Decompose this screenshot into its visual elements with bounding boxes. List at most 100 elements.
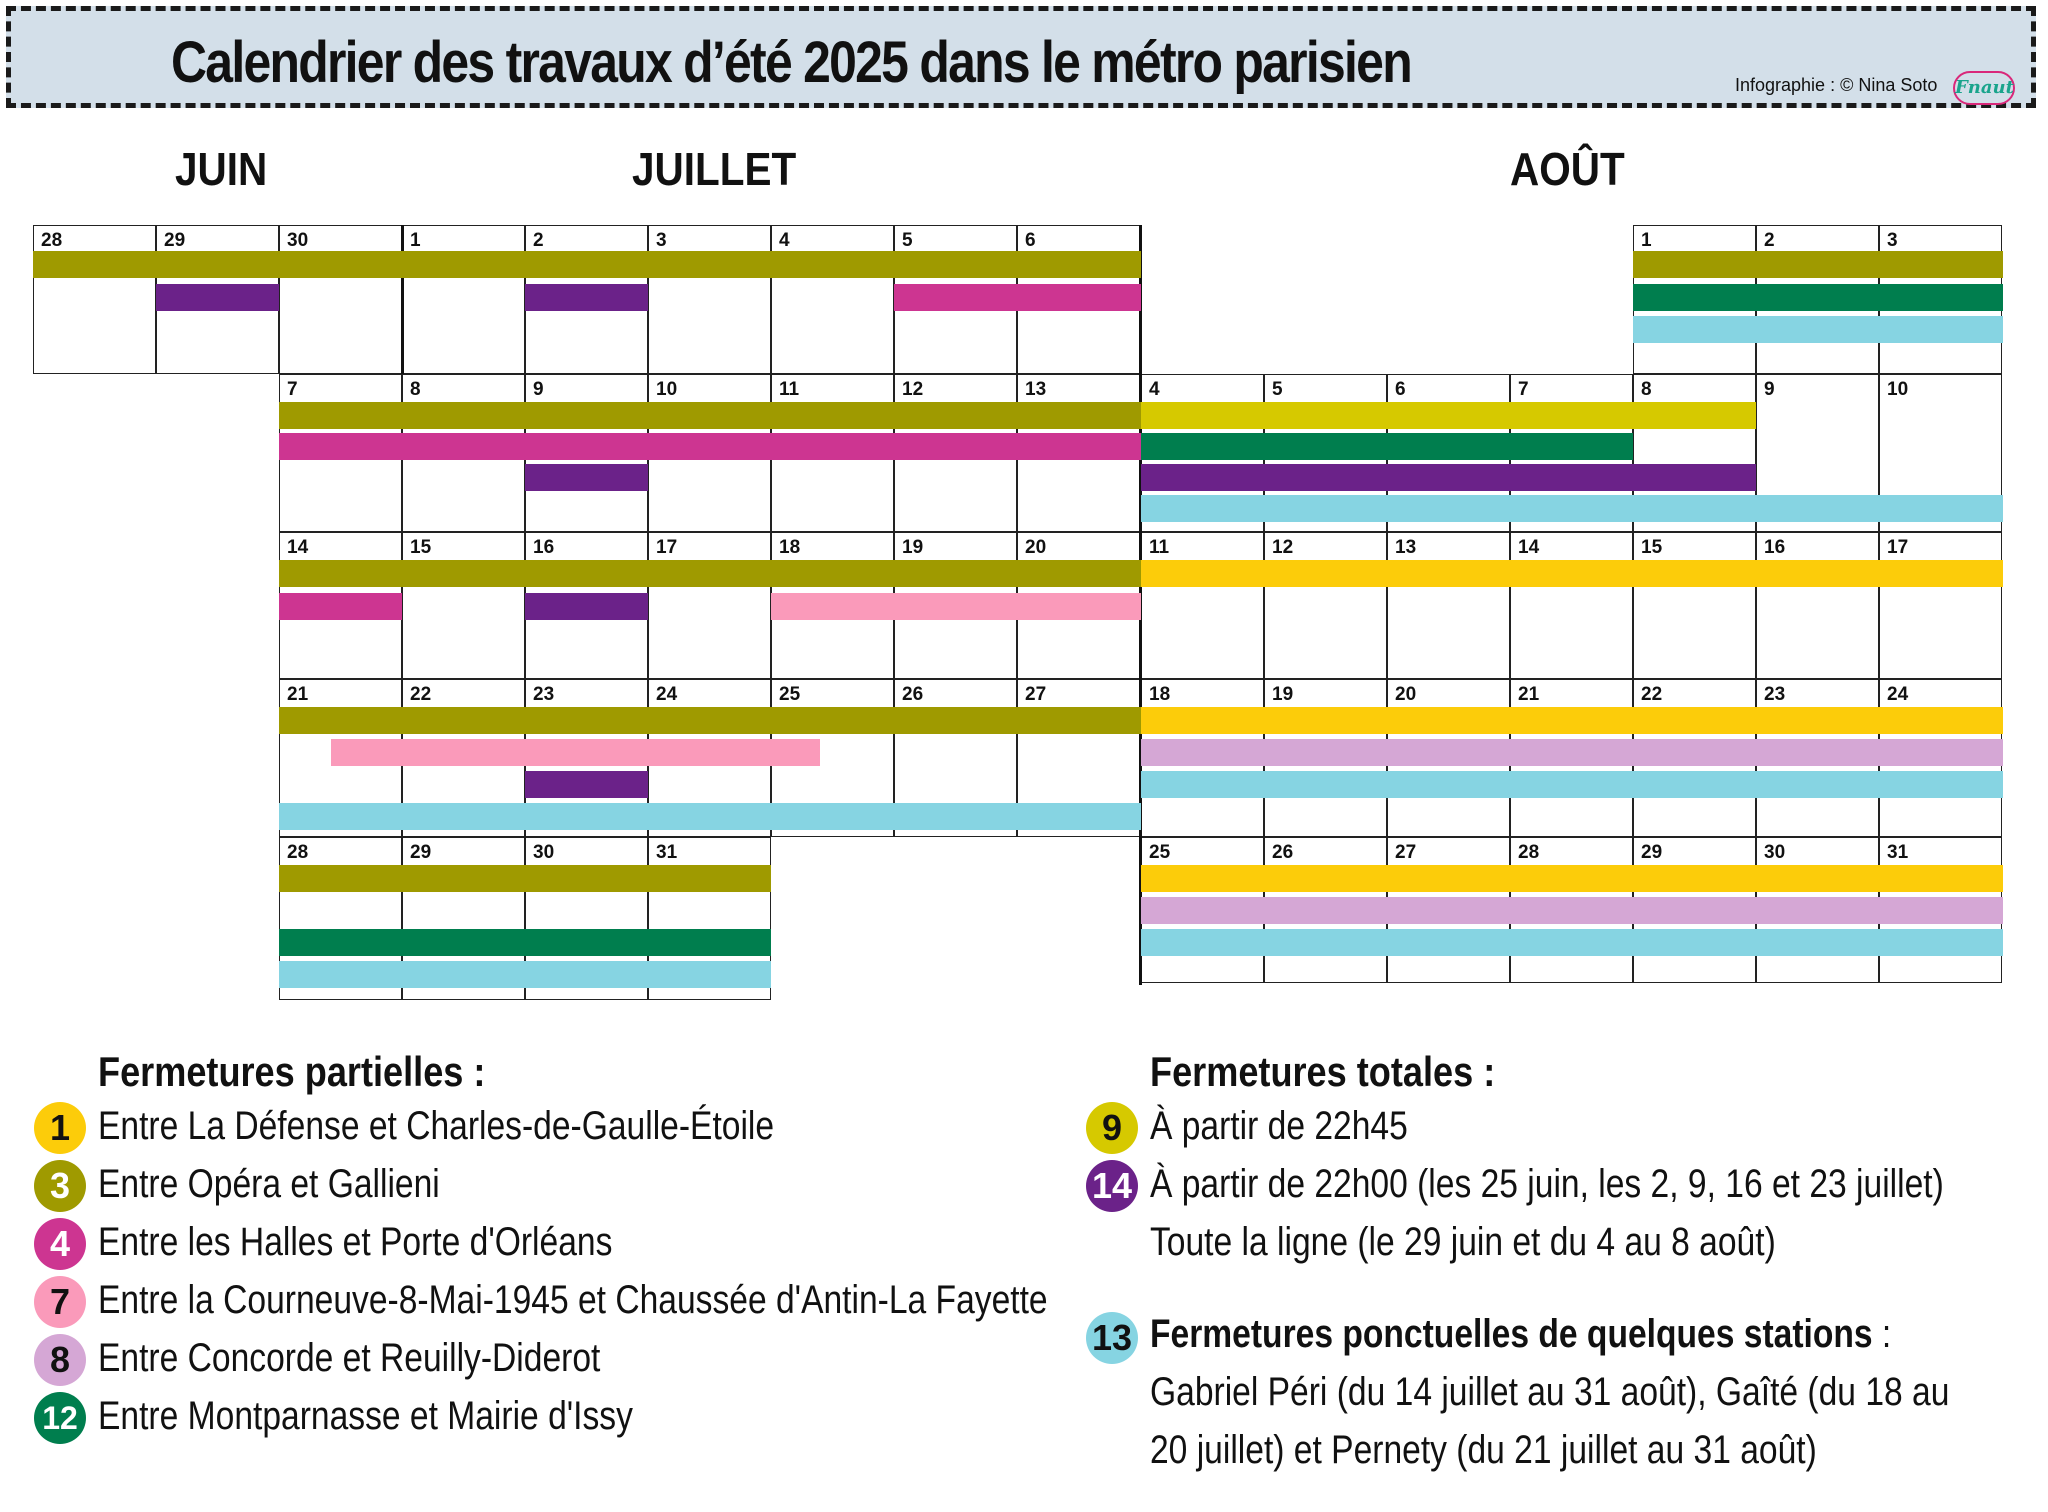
legend-line-3-text: Entre Opéra et Gallieni [98, 1162, 440, 1206]
day-cell [1510, 532, 1633, 679]
day-number: 12 [902, 379, 924, 400]
day-number: 18 [779, 537, 801, 558]
day-number: 4 [779, 230, 790, 251]
day-number: 17 [1887, 537, 1909, 558]
day-cell [279, 225, 402, 374]
line-14-bar [525, 593, 648, 620]
legend-line-9-text: À partir de 22h45 [1150, 1104, 1408, 1148]
day-number: 15 [410, 537, 432, 558]
day-cell [1633, 532, 1756, 679]
month-label-aout: AOÛT [1510, 143, 1625, 195]
line-3-bar [1633, 251, 2003, 278]
day-number: 17 [656, 537, 678, 558]
day-number: 25 [779, 684, 801, 705]
day-number: 2 [533, 230, 544, 251]
day-cell [771, 225, 894, 374]
line-14-bar [525, 284, 648, 311]
line-4-badge: 4 [34, 1218, 86, 1270]
line-7-bar [771, 593, 1141, 620]
day-number: 10 [1887, 379, 1909, 400]
day-number: 30 [1764, 842, 1786, 863]
line-14-bar [525, 464, 648, 491]
line-9-bar [1141, 402, 1756, 429]
line-13-bar [279, 961, 771, 988]
legend-line-13-text1: Gabriel Péri (du 14 juillet au 31 août),… [1150, 1370, 1950, 1414]
day-number: 14 [1518, 537, 1540, 558]
day-cell [402, 225, 525, 374]
day-number: 28 [287, 842, 309, 863]
day-number: 29 [1641, 842, 1663, 863]
day-number: 1 [1641, 230, 1652, 251]
line-12-badge: 12 [34, 1392, 86, 1444]
line-7-bar [331, 739, 820, 766]
day-number: 24 [656, 684, 678, 705]
legend-line-7-text: Entre la Courneuve-8-Mai-1945 et Chaussé… [98, 1278, 1048, 1322]
month-label-juillet: JUILLET [632, 143, 797, 195]
day-number: 4 [1149, 379, 1160, 400]
legend-line-12-text: Entre Montparnasse et Mairie d'Issy [98, 1394, 633, 1438]
line-7-badge: 7 [34, 1276, 86, 1328]
credit-text: Infographie : © Nina Soto [1735, 75, 1938, 95]
day-number: 26 [1272, 842, 1294, 863]
legend-total-title: Fermetures totales : [1150, 1048, 1496, 1095]
day-number: 9 [1764, 379, 1775, 400]
day-number: 30 [287, 230, 309, 251]
line-14-bar [525, 771, 648, 798]
legend-line-14-text: À partir de 22h00 (les 25 juin, les 2, 9… [1150, 1162, 1944, 1206]
line-1-bar [1141, 707, 2003, 734]
fnaut-logo: Fnaut [1953, 71, 2015, 105]
day-number: 8 [410, 379, 421, 400]
day-number: 10 [656, 379, 678, 400]
line-3-bar [279, 707, 1141, 734]
day-number: 22 [410, 684, 432, 705]
line-13-bar [1633, 316, 2003, 343]
day-number: 28 [41, 230, 63, 251]
line-13-bar [1141, 771, 2003, 798]
day-number: 16 [533, 537, 555, 558]
line-14-badge: 14 [1086, 1160, 1138, 1212]
month-label-juin: JUIN [175, 143, 268, 195]
legend-line-1-text: Entre La Défense et Charles-de-Gaulle-Ét… [98, 1104, 775, 1148]
day-number: 2 [1764, 230, 1775, 251]
day-cell [1264, 532, 1387, 679]
legend-partial-title: Fermetures partielles : [98, 1048, 486, 1095]
line-3-bar [279, 560, 1141, 587]
line-9-badge: 9 [1086, 1102, 1138, 1154]
day-cell [648, 532, 771, 679]
line-3-bar [279, 402, 1141, 429]
day-number: 11 [779, 379, 800, 400]
day-number: 8 [1641, 379, 1652, 400]
line-3-bar [33, 251, 1141, 278]
day-cell [1387, 532, 1510, 679]
line-13-badge: 13 [1086, 1312, 1138, 1364]
line-8-bar [1141, 739, 2003, 766]
day-number: 6 [1025, 230, 1036, 251]
day-number: 23 [1764, 684, 1786, 705]
day-number: 13 [1395, 537, 1417, 558]
day-number: 19 [1272, 684, 1294, 705]
page-title: Calendrier des travaux d’été 2025 dans l… [171, 30, 1413, 95]
line-1-bar [1141, 865, 2003, 892]
line-8-bar [1141, 897, 2003, 924]
day-number: 1 [410, 230, 421, 251]
june-july-separator [401, 225, 404, 374]
day-number: 13 [1025, 379, 1047, 400]
line-13-bar [1141, 929, 2003, 956]
line-4-bar [279, 593, 402, 620]
line-4-bar [894, 284, 1141, 311]
day-number: 27 [1395, 842, 1417, 863]
legend-stations-colon: : [1872, 1312, 1892, 1356]
day-number: 31 [1887, 842, 1909, 863]
day-number: 7 [287, 379, 298, 400]
day-number: 24 [1887, 684, 1909, 705]
legend-line-4-text: Entre les Halles et Porte d'Orléans [98, 1220, 613, 1264]
line-3-bar [279, 865, 771, 892]
line-14-bar [1141, 464, 1756, 491]
line-12-bar [1633, 284, 2003, 311]
day-number: 19 [902, 537, 924, 558]
day-number: 27 [1025, 684, 1047, 705]
line-8-badge: 8 [34, 1334, 86, 1386]
day-number: 15 [1641, 537, 1663, 558]
day-number: 20 [1025, 537, 1047, 558]
day-number: 20 [1395, 684, 1417, 705]
